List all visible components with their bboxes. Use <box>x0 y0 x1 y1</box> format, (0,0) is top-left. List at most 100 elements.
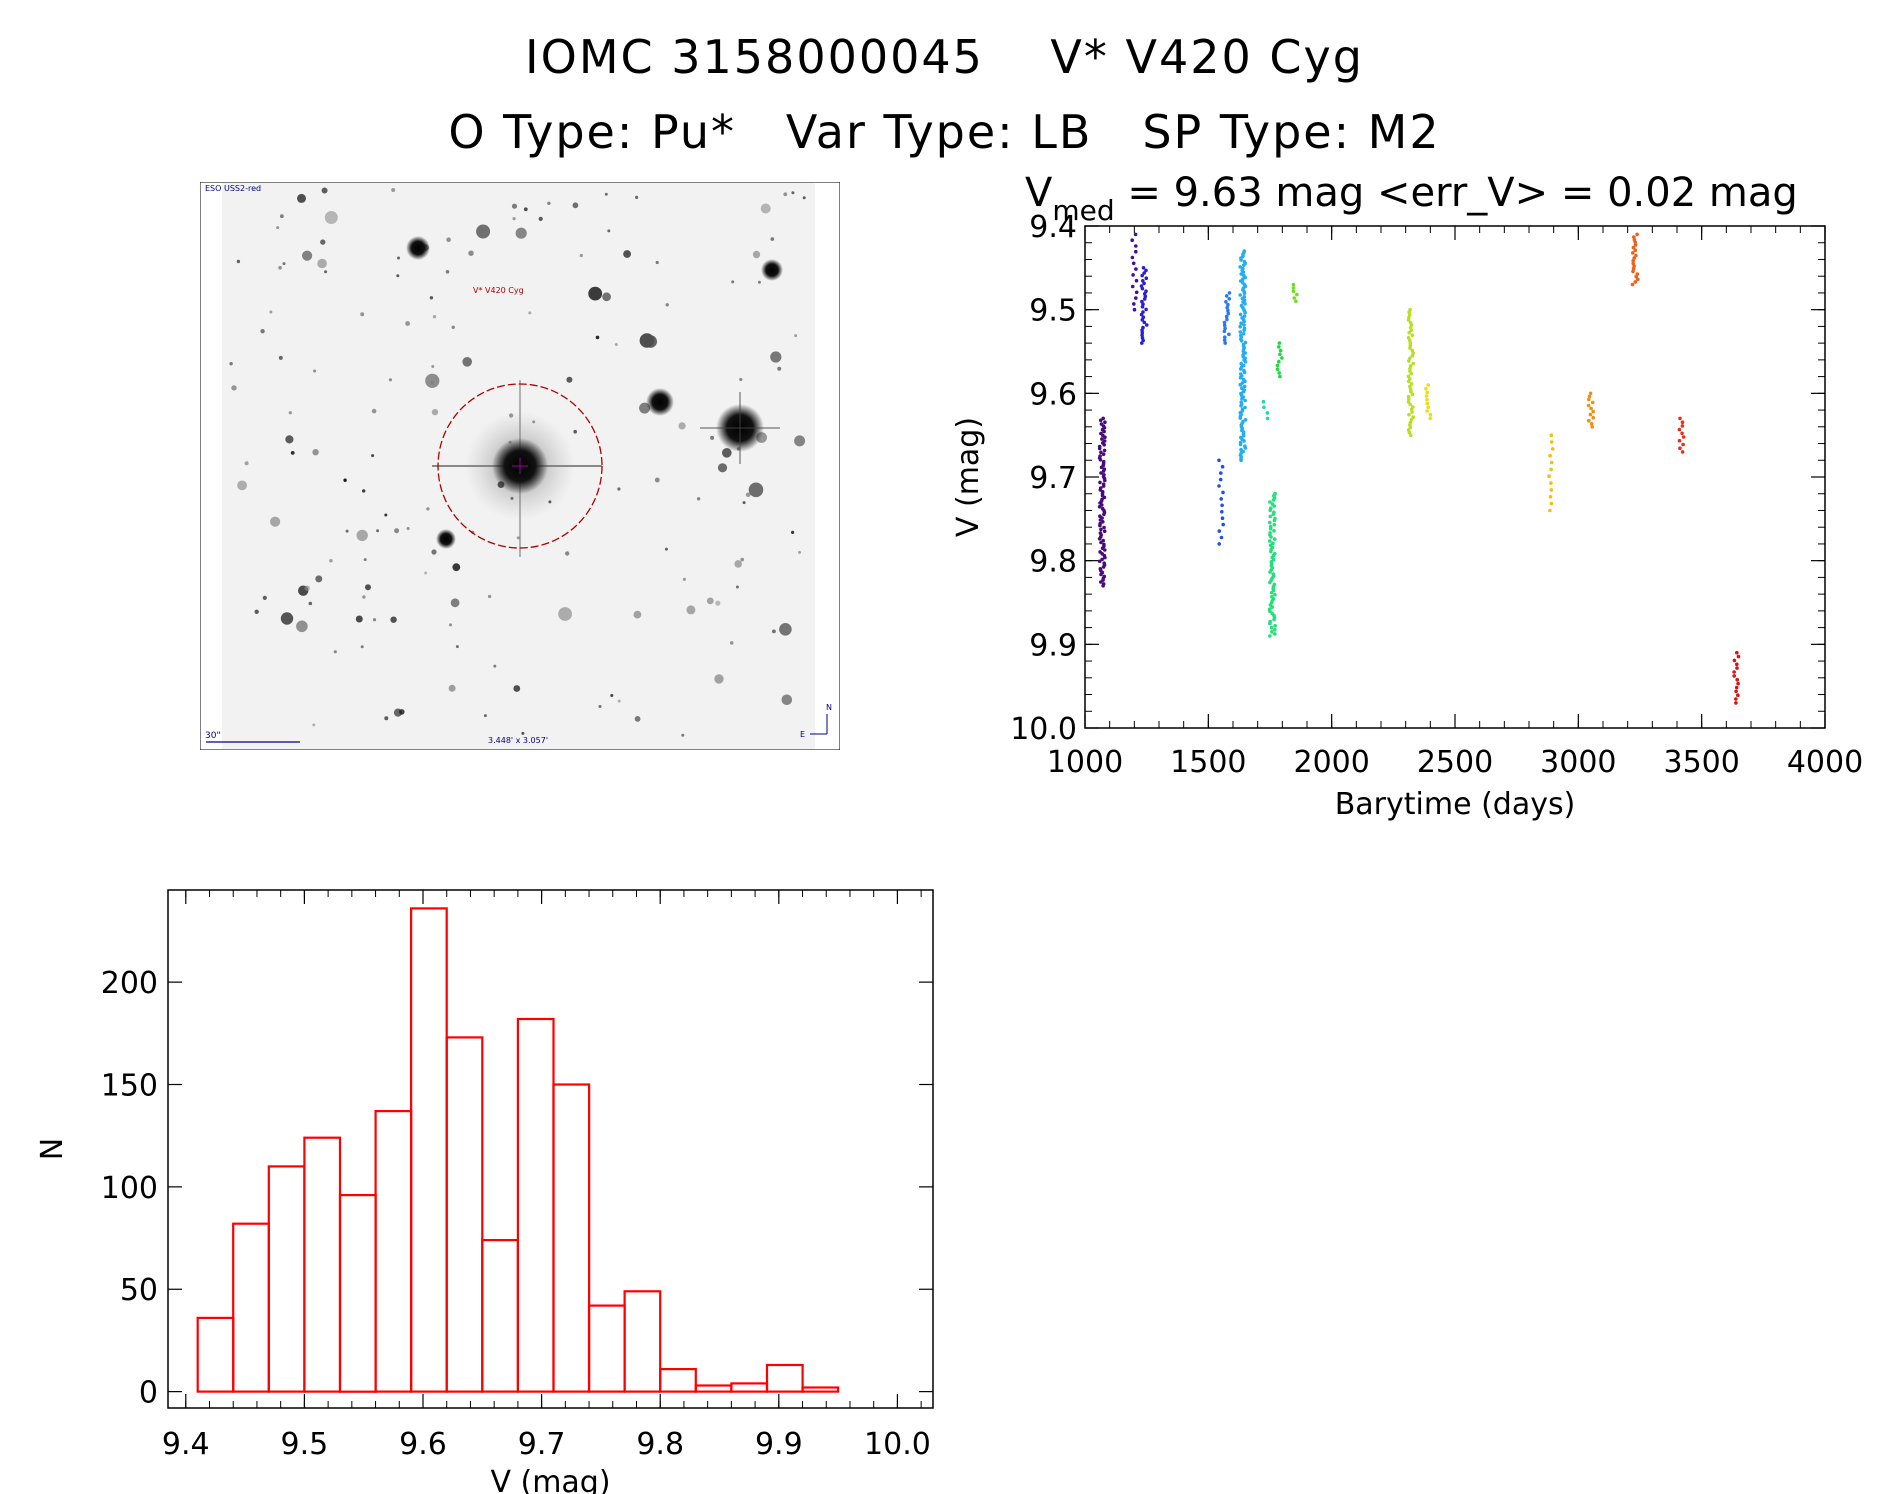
lightcurve-point <box>1271 498 1276 502</box>
lightcurve-point <box>1411 415 1415 420</box>
lightcurve-point <box>1240 316 1244 320</box>
lightcurve-point <box>1239 335 1244 340</box>
lightcurve-point <box>1243 379 1247 384</box>
lightcurve-point <box>1220 516 1225 520</box>
lightcurve-point <box>1100 497 1104 502</box>
lightcurve-point <box>1238 279 1243 283</box>
lightcurve-point <box>1270 605 1274 609</box>
lightcurve-point <box>1273 592 1277 597</box>
lightcurve-point <box>1102 443 1106 447</box>
lightcurve-point <box>1272 522 1277 527</box>
lightcurve-point <box>1242 326 1247 331</box>
lightcurve-point <box>1243 356 1247 361</box>
lightcurve-x-axis-label: Barytime (days) <box>1335 787 1576 822</box>
lightcurve-point <box>1291 289 1296 294</box>
lightcurve-point <box>1406 374 1411 379</box>
lightcurve-point <box>1678 446 1682 451</box>
lightcurve-title-v: V <box>1025 170 1053 216</box>
field-star <box>372 618 377 622</box>
field-star <box>356 529 368 542</box>
lightcurve-point <box>1270 555 1274 560</box>
field-star <box>735 585 739 589</box>
lightcurve-point <box>1272 615 1277 620</box>
lightcurve-point <box>1132 302 1136 306</box>
lightcurve-point <box>1227 297 1232 301</box>
star-field <box>229 187 806 737</box>
lightcurve-point <box>1270 566 1275 570</box>
field-star <box>244 461 249 466</box>
field-star <box>483 714 487 718</box>
histogram-bar <box>374 1109 413 1393</box>
field-star <box>783 192 788 197</box>
lightcurve-point <box>1548 453 1552 458</box>
chart-title-line1: IOMC 3158000045 V* V420 Cyg <box>525 30 1364 84</box>
field-star <box>760 203 771 214</box>
lightcurve-point <box>1425 401 1430 406</box>
lightcurve-point <box>1273 632 1277 636</box>
lightcurve-point <box>1631 261 1635 266</box>
lightcurve-point <box>1240 280 1245 285</box>
field-star <box>324 211 338 224</box>
lightcurve-point <box>1238 330 1243 334</box>
lightcurve-point <box>1102 429 1106 434</box>
lightcurve-point <box>1217 484 1221 488</box>
lightcurve-point <box>1631 259 1635 263</box>
lightcurve-point <box>1101 461 1106 466</box>
field-star <box>547 201 551 205</box>
lightcurve-point <box>1243 302 1247 306</box>
lightcurve-point <box>1243 418 1248 422</box>
lightcurve-point <box>1242 282 1247 287</box>
field-star <box>798 550 801 554</box>
lightcurve-point <box>1239 451 1243 456</box>
field-star <box>236 259 241 264</box>
lightcurve-point <box>1243 340 1248 345</box>
lightcurve-point <box>1547 474 1551 479</box>
lightcurve-point <box>1224 294 1229 298</box>
x-tick-label: 3500 <box>1663 745 1739 780</box>
lightcurve-point <box>1588 412 1593 417</box>
lightcurve-point <box>1425 390 1429 395</box>
lightcurve-point <box>1406 394 1411 399</box>
lightcurve-point <box>1409 371 1413 376</box>
histogram-bar <box>765 1363 804 1393</box>
field-star <box>802 196 806 200</box>
lightcurve-point <box>1242 295 1247 299</box>
field-star <box>432 315 437 319</box>
lightcurve-point <box>1734 689 1738 694</box>
field-star <box>376 529 380 533</box>
lightcurve-point <box>1409 382 1414 386</box>
lightcurve-point <box>1239 458 1243 463</box>
field-star <box>329 559 333 563</box>
field-star <box>682 577 686 581</box>
field-star <box>655 260 659 265</box>
lightcurve-point <box>1223 326 1227 331</box>
lightcurve-point <box>1407 330 1411 335</box>
lightcurve-point <box>1408 433 1413 438</box>
lightcurve-point <box>1409 418 1414 422</box>
lightcurve-point <box>1241 307 1246 311</box>
field-star <box>262 595 267 600</box>
field-star <box>345 529 349 533</box>
lightcurve-point <box>1142 271 1146 275</box>
lightcurve-point <box>1410 410 1414 414</box>
lightcurve-point <box>1549 460 1554 465</box>
y-tick-label: 9.8 <box>1029 545 1077 580</box>
lightcurve-point <box>1102 563 1107 567</box>
field-star <box>770 351 782 363</box>
lightcurve-point <box>1220 510 1224 514</box>
lightcurve-point <box>1732 674 1736 678</box>
field-star <box>406 527 410 530</box>
lightcurve-point <box>1221 522 1225 527</box>
lightcurve-point <box>1131 273 1135 277</box>
lightcurve-point <box>1632 235 1636 239</box>
lightcurve-point <box>1240 428 1244 433</box>
lightcurve-point <box>1588 391 1593 396</box>
lightcurve-point <box>1100 493 1105 498</box>
lightcurve-point <box>1243 405 1247 410</box>
lightcurve-point <box>1227 291 1232 295</box>
lightcurve-point <box>1408 341 1413 345</box>
histogram-bar <box>730 1382 769 1393</box>
lightcurve-point <box>1142 292 1147 296</box>
lightcurve-point <box>1242 291 1247 296</box>
lightcurve-point <box>1240 386 1244 391</box>
